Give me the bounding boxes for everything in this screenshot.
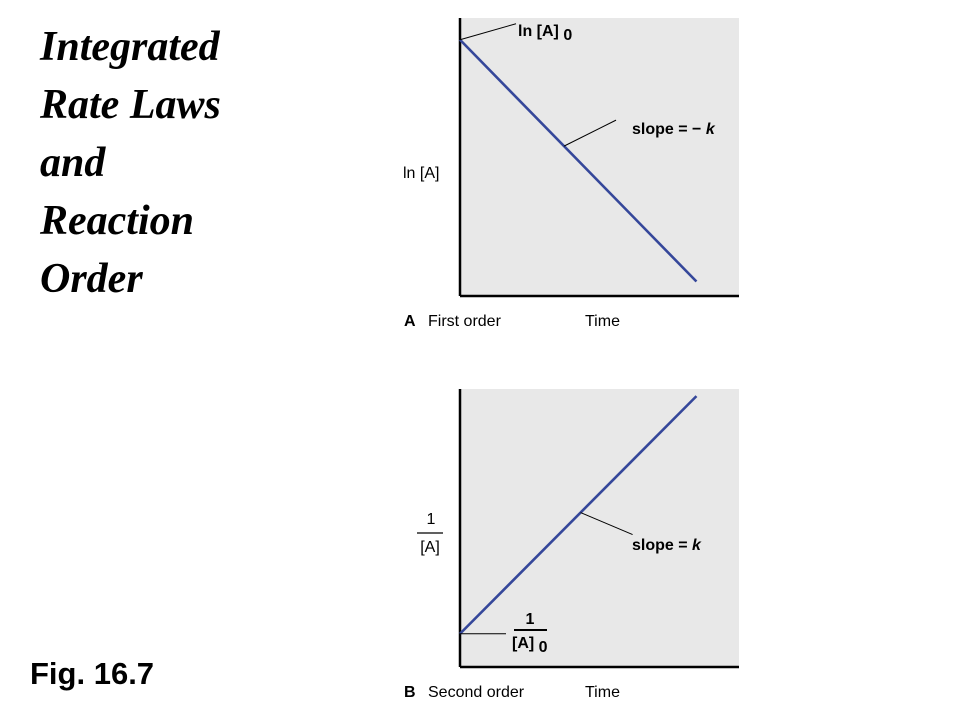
plot-area-b xyxy=(460,389,739,667)
intercept-label-b-numerator: 1 xyxy=(526,611,535,628)
series-line-b xyxy=(459,395,698,635)
title-line: Order xyxy=(40,256,143,302)
intercept-label-b-denominator-text: [A] xyxy=(512,635,534,652)
panel-letter-a: A xyxy=(404,313,416,330)
x-axis-label-b: Time xyxy=(585,684,620,701)
slope-label-b: slope = k xyxy=(632,537,702,554)
intercept-label-b-denominator: [A] 0 xyxy=(512,635,548,656)
y-axis-label-a: ln [A] xyxy=(403,165,439,182)
slope-label-a: slope = − k xyxy=(632,121,716,138)
intercept-callout-a xyxy=(459,23,517,41)
slope-label-a-prefix: slope = − xyxy=(632,121,701,138)
figure-label: Fig. 16.7 xyxy=(30,656,155,691)
slope-callout-b xyxy=(580,512,633,536)
title-line: Rate Laws xyxy=(40,82,221,128)
panel-a-first-order: ln [A] 0 slope = − k ln [A] A First orde… xyxy=(403,18,739,330)
title-line: and xyxy=(40,140,106,186)
plot-area-a xyxy=(460,18,739,296)
intercept-label-b-subscript: 0 xyxy=(539,639,548,656)
slope-label-b-k: k xyxy=(692,537,702,554)
slope-label-b-prefix: slope = xyxy=(632,537,692,554)
y-axis-label-b-numerator: 1 xyxy=(427,511,436,528)
series-line-a xyxy=(459,38,698,283)
panel-label-b: Second order xyxy=(428,684,525,701)
title-line: Reaction xyxy=(40,198,194,244)
panel-letter-b: B xyxy=(404,684,416,701)
y-axis-label-b: 1 [A] xyxy=(417,511,443,556)
title-line: Integrated xyxy=(40,24,220,70)
slope-label-a-k: k xyxy=(706,121,716,138)
y-axis-label-b-denominator: [A] xyxy=(420,539,440,556)
intercept-label-a-subscript: 0 xyxy=(563,27,572,44)
intercept-label-a-text: ln [A] xyxy=(518,23,559,40)
panel-label-a: First order xyxy=(428,313,502,330)
x-axis-label-a: Time xyxy=(585,313,620,330)
slope-callout-a xyxy=(563,119,617,147)
intercept-label-a: ln [A] 0 xyxy=(518,23,572,44)
panel-b-second-order: 1 [A] 0 slope = k 1 [A] B Second order T… xyxy=(404,389,739,701)
intercept-label-b: 1 [A] 0 xyxy=(512,611,548,656)
slide-title: Integrated Rate Laws and Reaction Order xyxy=(40,18,340,308)
